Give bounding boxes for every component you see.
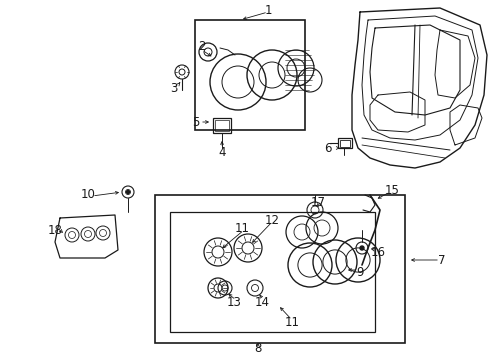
Bar: [155, 195, 404, 343]
Text: 4: 4: [218, 145, 225, 158]
Text: 15: 15: [384, 184, 399, 197]
Text: 9: 9: [356, 266, 363, 279]
Text: 13: 13: [226, 296, 241, 309]
Text: 18: 18: [47, 224, 62, 237]
Bar: [170, 212, 374, 332]
Text: 1: 1: [264, 4, 271, 17]
Text: 2: 2: [198, 40, 205, 54]
Bar: [195, 20, 305, 130]
Text: 11: 11: [284, 315, 299, 328]
Text: 17: 17: [310, 195, 325, 208]
Bar: [215, 120, 228, 131]
Text: 16: 16: [370, 246, 385, 258]
Bar: [339, 140, 349, 147]
Text: 8: 8: [254, 342, 261, 355]
Text: 10: 10: [81, 189, 95, 202]
Circle shape: [359, 246, 363, 250]
Text: 12: 12: [264, 213, 279, 226]
Text: 14: 14: [254, 296, 269, 309]
Text: 3: 3: [170, 81, 177, 94]
Text: 5: 5: [192, 116, 199, 129]
Text: 6: 6: [324, 141, 331, 154]
Bar: [213, 118, 230, 133]
Bar: [337, 138, 351, 148]
Circle shape: [126, 190, 129, 194]
Text: 7: 7: [437, 253, 445, 266]
Text: 11: 11: [234, 221, 249, 234]
